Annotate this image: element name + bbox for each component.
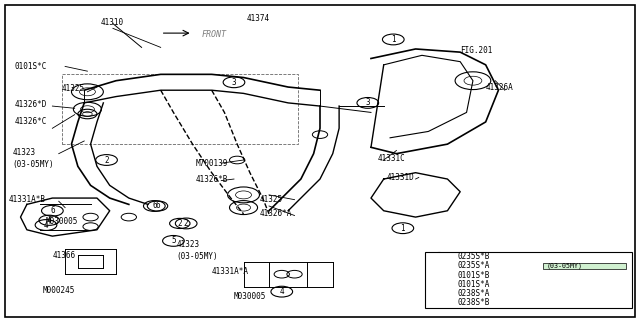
- Text: 41331D: 41331D: [387, 173, 415, 182]
- Text: 1: 1: [437, 252, 442, 261]
- Text: 41374: 41374: [246, 14, 270, 23]
- Text: 2: 2: [177, 219, 182, 228]
- Text: 1: 1: [401, 224, 405, 233]
- Text: 0101S*A: 0101S*A: [457, 280, 490, 289]
- Text: 41325: 41325: [62, 84, 85, 93]
- Text: M030005: M030005: [234, 292, 266, 301]
- Text: 0235S*A: 0235S*A: [457, 261, 490, 270]
- Text: 41323: 41323: [177, 240, 200, 249]
- Text: 6: 6: [152, 202, 157, 211]
- Text: 3: 3: [232, 78, 236, 87]
- Text: M030005: M030005: [46, 217, 78, 226]
- Text: 2: 2: [437, 261, 442, 270]
- Text: 41331C: 41331C: [378, 154, 405, 163]
- Text: 41326*A: 41326*A: [259, 209, 292, 219]
- Text: 41310: 41310: [100, 18, 124, 27]
- Text: 41326*D: 41326*D: [14, 100, 47, 109]
- Text: 3: 3: [365, 99, 370, 108]
- Text: 1: 1: [391, 35, 396, 44]
- Text: 2: 2: [104, 156, 109, 164]
- Text: M000245: M000245: [43, 285, 75, 295]
- Text: 4: 4: [280, 287, 284, 296]
- FancyBboxPatch shape: [543, 262, 626, 269]
- Text: 0101S*C: 0101S*C: [14, 62, 47, 71]
- Text: 0238S*B: 0238S*B: [457, 298, 490, 308]
- Text: 6: 6: [155, 202, 160, 211]
- Text: 41366: 41366: [52, 251, 76, 260]
- Text: 41325: 41325: [259, 195, 283, 204]
- Text: 5: 5: [171, 236, 176, 245]
- Text: 41326*C: 41326*C: [14, 117, 47, 126]
- Text: 2: 2: [184, 219, 189, 228]
- Text: 4: 4: [47, 216, 51, 225]
- Text: FRONT: FRONT: [202, 30, 227, 39]
- Text: 4: 4: [44, 220, 48, 229]
- Text: 6: 6: [437, 298, 442, 308]
- Text: 0101S*B: 0101S*B: [457, 271, 490, 280]
- Text: (03-05MY): (03-05MY): [13, 160, 54, 169]
- Text: M700139: M700139: [196, 159, 228, 168]
- Text: 41331A*B: 41331A*B: [9, 195, 46, 204]
- Text: A415001063: A415001063: [541, 302, 588, 311]
- Text: 41323: 41323: [13, 148, 36, 156]
- Text: 41326A: 41326A: [486, 83, 513, 92]
- Text: FIG.201: FIG.201: [460, 46, 493, 55]
- FancyBboxPatch shape: [425, 252, 632, 308]
- Text: 3: 3: [437, 271, 442, 280]
- Text: 41326*B: 41326*B: [196, 174, 228, 184]
- Text: 41331A*A: 41331A*A: [212, 267, 249, 276]
- Text: 5: 5: [437, 289, 442, 298]
- Text: (03-05MY): (03-05MY): [546, 263, 582, 269]
- Text: 4: 4: [437, 280, 442, 289]
- Text: 0238S*A: 0238S*A: [457, 289, 490, 298]
- Text: (03-05MY): (03-05MY): [177, 252, 218, 260]
- Text: 0235S*B: 0235S*B: [457, 252, 490, 261]
- Text: 6: 6: [50, 206, 54, 215]
